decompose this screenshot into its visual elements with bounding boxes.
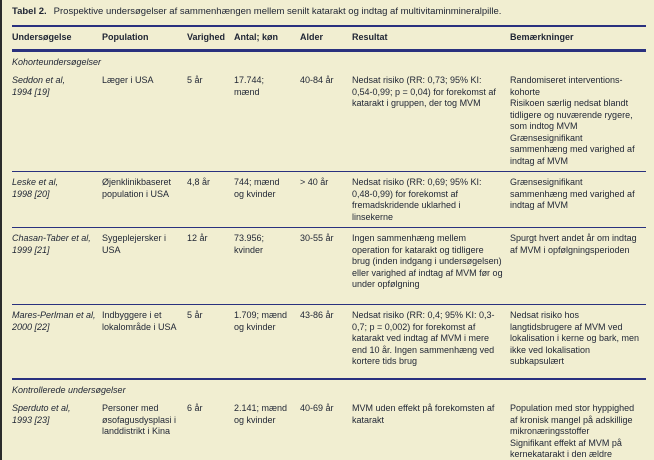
cell-n-sex: 73.956; kvinder: [234, 233, 265, 255]
cell-population: Læger i USA: [102, 75, 154, 85]
remark-line: Randomiseret interventions-kohorte: [510, 75, 623, 97]
remark-line: Nedsat risiko hos langtidsbrugere af MVM…: [510, 310, 640, 366]
table-body: Kohorteundersøgelser Seddon et al, 1994 […: [12, 52, 646, 460]
cell-age: > 40 år: [300, 177, 329, 187]
cell-study: Leske et al, 1998 [20]: [12, 177, 59, 199]
table-title-block: Tabel 2. Prospektive undersøgelser af sam…: [12, 6, 646, 27]
remark-line: Signifikant effekt af MVM på kernekatara…: [510, 437, 622, 460]
cell-n-sex: 1.709; mænd og kvinder: [234, 310, 288, 332]
table-number-label: Tabel 2.: [12, 6, 47, 17]
cell-remarks: Grænsesignifikant sammenhæng med varighe…: [510, 177, 646, 212]
cell-population: Personer med øsofagusdysplasi i landdist…: [102, 403, 177, 436]
cell-study: Mares-Perlman et al, 2000 [22]: [12, 310, 96, 332]
table-title: Tabel 2. Prospektive undersøgelser af sam…: [12, 6, 646, 18]
cell-result: Nedsat risiko (RR: 0,4; 95% KI: 0,3-0,7;…: [352, 310, 495, 366]
cell-result: Nedsat risiko (RR: 0,69; 95% KI: 0,48-0,…: [352, 177, 482, 222]
column-header-alder: Alder: [300, 32, 324, 42]
cell-result: MVM uden effekt på forekomsten af katara…: [352, 403, 495, 425]
cell-age: 40-69 år: [300, 403, 334, 413]
cell-n-sex: 744; mænd og kvinder: [234, 177, 280, 199]
cell-remarks: Population med stor hyppighed af kronisk…: [510, 403, 646, 460]
cell-remarks: Spurgt hvert andet år om indtag af MVM i…: [510, 233, 646, 256]
cell-remarks: Randomiseret interventions-kohorte Risiko…: [510, 75, 646, 167]
cell-duration: 5 år: [187, 310, 203, 320]
cell-duration: 12 år: [187, 233, 208, 243]
column-header-population: Population: [102, 32, 149, 42]
cell-age: 43-86 år: [300, 310, 334, 320]
cell-study: Seddon et al, 1994 [19]: [12, 75, 66, 97]
table-row: Mares-Perlman et al, 2000 [22] Indbyggere…: [12, 304, 646, 378]
cell-n-sex: 2.141; mænd og kvinder: [234, 403, 288, 425]
column-header-resultat: Resultat: [352, 32, 388, 42]
remark-line: Grænsesignifikant sammenhæng med varighe…: [510, 177, 635, 210]
column-header-bemaerkninger: Bemærkninger: [510, 32, 574, 42]
cell-population: Indbyggere i et lokalområde i USA: [102, 310, 177, 332]
section-heading: Kontrollerede undersøgelser: [12, 378, 646, 398]
cell-result: Nedsat risiko (RR: 0,73; 95% KI: 0,54-0,…: [352, 75, 496, 108]
cell-study: Sperduto et al, 1993 [23]: [12, 403, 71, 425]
table-title-text: Prospektive undersøgelser af sammenhænge…: [53, 6, 502, 17]
cell-age: 30-55 år: [300, 233, 334, 243]
cell-population: Sygeplejersker i USA: [102, 233, 167, 255]
cell-duration: 5 år: [187, 75, 203, 85]
cell-duration: 6 år: [187, 403, 203, 413]
section-heading: Kohorteundersøgelser: [12, 57, 102, 67]
table-row: Chasan-Taber et al, 1999 [21] Sygeplejers…: [12, 227, 646, 304]
table-row: Sperduto et al, 1993 [23] Personer med øs…: [12, 398, 646, 460]
remark-line: Population med stor hyppighed af kronisk…: [510, 403, 635, 436]
table-header-row: Undersøgelse Population Varighed Antal; …: [12, 27, 646, 52]
table-row: Seddon et al, 1994 [19] Læger i USA 5 år 17…: [12, 70, 646, 171]
cell-n-sex: 17.744; mænd: [234, 75, 265, 97]
cell-result: Ingen sammenhæng mellem operation for ka…: [352, 233, 503, 289]
cell-duration: 4,8 år: [187, 177, 211, 187]
table-row: Leske et al, 1998 [20] Øjenklinikbaseret …: [12, 171, 646, 227]
remark-line: Spurgt hvert andet år om indtag af MVM i…: [510, 233, 637, 255]
column-header-undersogelse: Undersøgelse: [12, 32, 72, 42]
remark-line: Grænsesignifikant sammenhæng med varighe…: [510, 132, 635, 166]
column-header-antal-kon: Antal; køn: [234, 32, 278, 42]
cell-remarks: Nedsat risiko hos langtidsbrugere af MVM…: [510, 310, 646, 368]
column-header-varighed: Varighed: [187, 32, 226, 42]
cell-age: 40-84 år: [300, 75, 334, 85]
cell-study: Chasan-Taber et al, 1999 [21]: [12, 233, 91, 255]
cell-population: Øjenklinikbaseret population i USA: [102, 177, 172, 199]
remark-line: Risikoen særlig nedsat blandt tidligere …: [510, 98, 633, 131]
